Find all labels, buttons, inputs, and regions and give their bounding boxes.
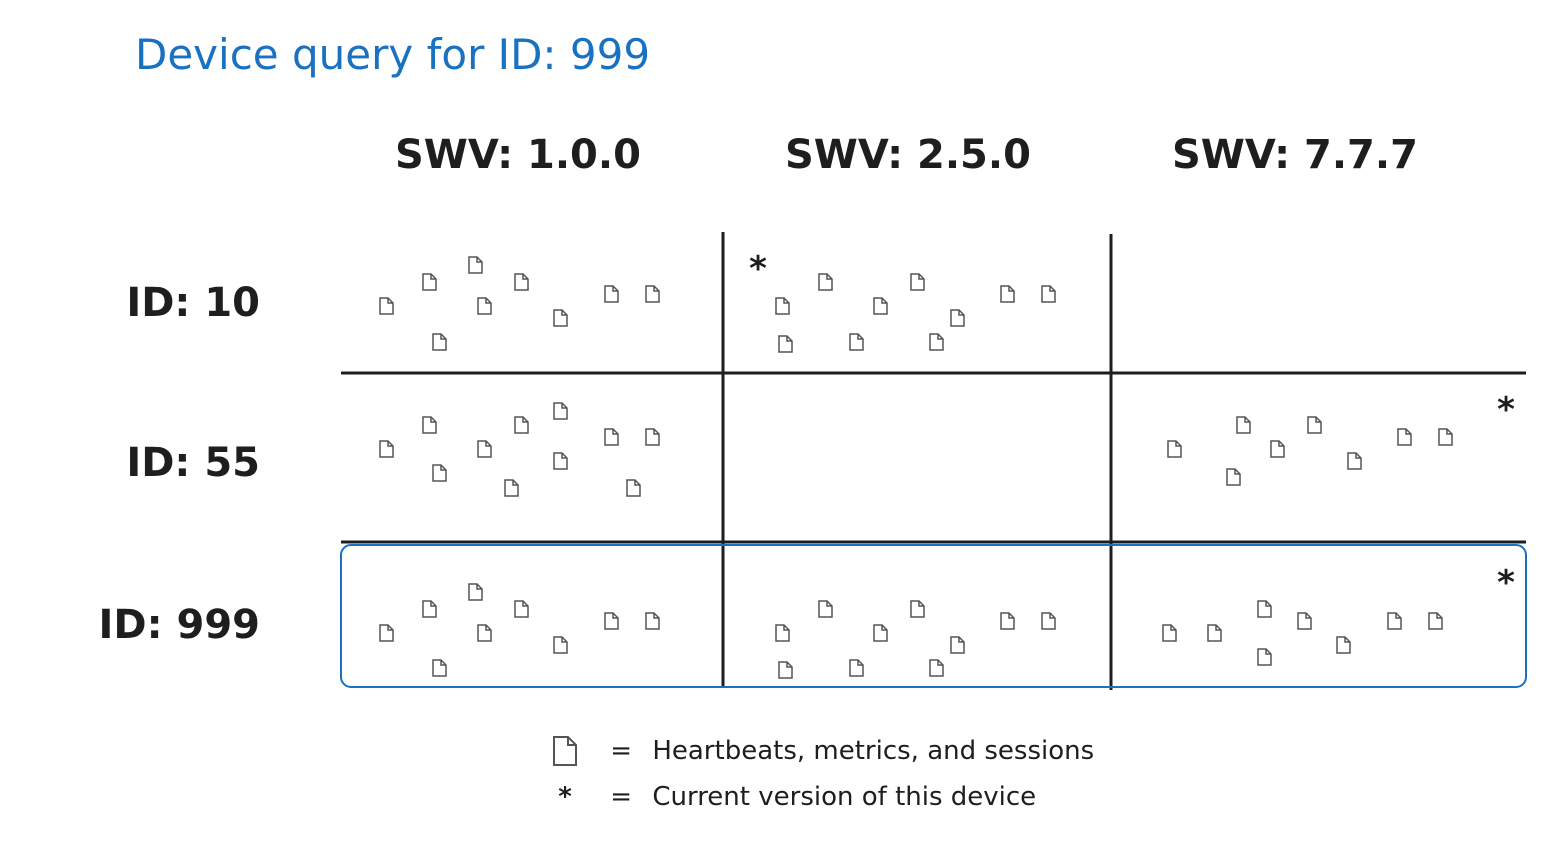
document-icon bbox=[626, 479, 641, 497]
document-icon bbox=[504, 479, 519, 497]
document-icon bbox=[379, 297, 394, 315]
document-icon bbox=[645, 285, 660, 303]
legend-symbol: = bbox=[610, 735, 633, 766]
document-icon bbox=[1162, 624, 1177, 642]
page-title: Device query for ID: 999 bbox=[135, 30, 651, 79]
legend-symbol: = bbox=[610, 782, 633, 812]
document-icon bbox=[849, 659, 864, 677]
highlighted-row-outline bbox=[340, 544, 1527, 688]
document-icon bbox=[778, 335, 793, 353]
legend-item-document: = Heartbeats, metrics, and sessions bbox=[552, 735, 1094, 767]
document-icon bbox=[818, 273, 833, 291]
document-icon bbox=[604, 285, 619, 303]
document-icon bbox=[1000, 285, 1015, 303]
document-icon bbox=[1387, 612, 1402, 630]
column-header-swv-2: SWV: 2.5.0 bbox=[785, 132, 1031, 178]
document-icon bbox=[1257, 600, 1272, 618]
document-icon bbox=[1347, 452, 1362, 470]
document-icon bbox=[1041, 285, 1056, 303]
document-icon bbox=[379, 440, 394, 458]
document-icon bbox=[1236, 416, 1251, 434]
row-header-id-999: ID: 999 bbox=[98, 602, 260, 648]
document-icon bbox=[1397, 428, 1412, 446]
document-icon bbox=[379, 624, 394, 642]
document-icon bbox=[1438, 428, 1453, 446]
document-icon bbox=[514, 600, 529, 618]
document-icon bbox=[432, 464, 447, 482]
document-icon bbox=[775, 297, 790, 315]
document-icon bbox=[422, 273, 437, 291]
column-header-swv-3: SWV: 7.7.7 bbox=[1172, 132, 1418, 178]
document-icon bbox=[929, 659, 944, 677]
document-icon bbox=[929, 333, 944, 351]
row-header-id-10: ID: 10 bbox=[126, 280, 260, 326]
document-icon bbox=[910, 273, 925, 291]
document-icon bbox=[645, 428, 660, 446]
document-icon bbox=[950, 309, 965, 327]
asterisk-icon: * bbox=[1497, 563, 1515, 603]
document-icon bbox=[1307, 416, 1322, 434]
document-icon bbox=[1270, 440, 1285, 458]
document-icon bbox=[950, 636, 965, 654]
document-icon bbox=[1226, 468, 1241, 486]
document-icon bbox=[1428, 612, 1443, 630]
document-icon bbox=[553, 636, 568, 654]
document-icon bbox=[1336, 636, 1351, 654]
asterisk-icon: * bbox=[558, 782, 572, 812]
document-icon bbox=[873, 297, 888, 315]
document-icon bbox=[604, 612, 619, 630]
document-icon bbox=[1000, 612, 1015, 630]
asterisk-icon: * bbox=[749, 249, 767, 289]
legend-item-current: * = Current version of this device bbox=[552, 782, 1036, 812]
document-icon bbox=[1297, 612, 1312, 630]
document-icon bbox=[775, 624, 790, 642]
document-icon bbox=[514, 416, 529, 434]
document-icon bbox=[553, 452, 568, 470]
document-icon bbox=[1167, 440, 1182, 458]
document-icon bbox=[422, 600, 437, 618]
document-icon bbox=[422, 416, 437, 434]
document-icon bbox=[468, 583, 483, 601]
document-icon bbox=[468, 256, 483, 274]
row-header-id-55: ID: 55 bbox=[126, 440, 260, 486]
document-icon bbox=[553, 309, 568, 327]
document-icon bbox=[778, 661, 793, 679]
document-icon bbox=[1207, 624, 1222, 642]
document-icon bbox=[910, 600, 925, 618]
document-icon bbox=[645, 612, 660, 630]
document-icon bbox=[849, 333, 864, 351]
document-icon bbox=[514, 273, 529, 291]
document-icon bbox=[432, 659, 447, 677]
document-icon bbox=[432, 333, 447, 351]
document-icon bbox=[604, 428, 619, 446]
document-icon bbox=[477, 440, 492, 458]
document-icon bbox=[477, 297, 492, 315]
document-icon bbox=[1041, 612, 1056, 630]
document-icon bbox=[477, 624, 492, 642]
document-icon bbox=[553, 736, 577, 766]
column-header-swv-1: SWV: 1.0.0 bbox=[395, 132, 641, 178]
document-icon bbox=[873, 624, 888, 642]
document-icon bbox=[818, 600, 833, 618]
asterisk-icon: * bbox=[1497, 390, 1515, 430]
legend-text: Heartbeats, metrics, and sessions bbox=[652, 735, 1095, 766]
document-icon bbox=[553, 402, 568, 420]
document-icon bbox=[1257, 648, 1272, 666]
legend-text: Current version of this device bbox=[652, 782, 1037, 812]
